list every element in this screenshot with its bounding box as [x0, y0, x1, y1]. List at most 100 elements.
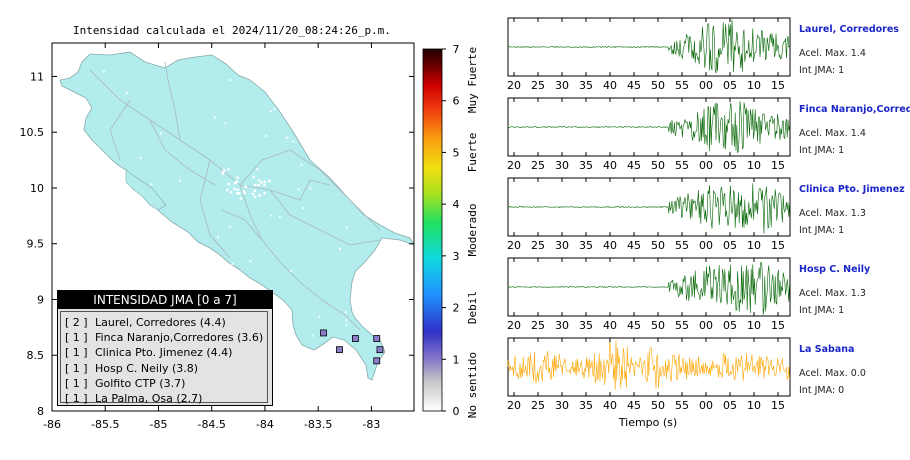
town-marker — [309, 187, 312, 190]
seismogram-tick-label: 35 — [579, 159, 593, 172]
map-x-tick-label: -86 — [43, 418, 61, 431]
colorbar-tick-label: 0 — [453, 405, 460, 418]
station-title: Clinica Pto. Jimenez — [799, 184, 905, 195]
town-marker — [223, 168, 226, 172]
seismogram-tick-label: 55 — [675, 319, 689, 332]
seismogram-tick-label: 00 — [699, 159, 713, 172]
seismogram-tick-label: 50 — [651, 79, 665, 92]
legend-item-count: [ 1 ] — [65, 392, 88, 406]
station-int-jma: Int JMA: 1 — [799, 145, 845, 156]
town-marker — [231, 262, 234, 265]
seismogram-tick-label: 55 — [675, 239, 689, 252]
town-marker — [344, 135, 347, 138]
legend-item-count: [ 2 ] — [65, 316, 88, 329]
town-marker — [227, 182, 230, 186]
colorbar-category-label: Moderado — [466, 204, 479, 257]
map-y-tick-label: 8.5 — [27, 349, 45, 362]
seismogram-tick-label: 40 — [603, 159, 617, 172]
town-marker — [263, 191, 266, 195]
town-marker — [318, 315, 321, 318]
town-marker — [347, 80, 350, 83]
seismogram-trace — [507, 101, 790, 154]
map-y-tick-label: 10.5 — [20, 126, 45, 139]
town-marker — [222, 170, 225, 174]
town-marker — [244, 185, 247, 188]
town-marker — [253, 183, 257, 187]
seismogram-tick-label: 35 — [579, 399, 593, 412]
seismogram-tick-label: 25 — [531, 319, 545, 332]
town-marker — [290, 269, 293, 272]
town-marker — [278, 216, 281, 219]
station-marker — [352, 335, 359, 342]
town-marker — [308, 147, 311, 150]
seismogram-tick-label: 15 — [771, 239, 785, 252]
town-marker — [346, 226, 349, 229]
seismogram-tick-label: 55 — [675, 79, 689, 92]
seismogram-tick-label: 00 — [699, 319, 713, 332]
station-marker — [376, 346, 384, 354]
legend-list: [ 2 ] Laurel, Corredores (4.4) [ 1 ] Finca … — [61, 315, 267, 406]
seismogram-tick-label: 40 — [603, 79, 617, 92]
town-marker — [179, 179, 182, 182]
seismogram-tick-label: 00 — [699, 399, 713, 412]
map-y-tick-label: 8 — [37, 405, 44, 418]
station-int-jma: Int JMA: 1 — [799, 305, 845, 316]
station-accel-max: Acel. Max. 1.4 — [799, 48, 866, 59]
town-marker — [269, 110, 272, 113]
seismogram-tick-label: 05 — [723, 319, 737, 332]
town-marker — [263, 180, 266, 184]
seismogram-tick-label: 30 — [555, 159, 569, 172]
road-line — [199, 159, 231, 259]
colorbar-tick-label: 2 — [453, 302, 460, 315]
map-title: Intensidad calculada el 2024/11/20_08:24… — [73, 24, 391, 37]
station-title: Laurel, Corredores — [799, 24, 899, 35]
seismogram-tick-label: 25 — [531, 239, 545, 252]
town-marker — [355, 125, 358, 128]
seismogram-tick-label: 20 — [507, 319, 521, 332]
town-marker — [126, 91, 129, 94]
road-network — [89, 61, 381, 331]
town-marker — [311, 334, 314, 337]
legend-item-label: Clinica Pto. Jimenez (4.4) — [95, 346, 233, 360]
seismogram-tick-label: 30 — [555, 79, 569, 92]
town-marker — [226, 188, 229, 192]
town-marker — [345, 319, 348, 322]
legend-item-label: Hosp C. Neily (3.8) — [95, 361, 199, 375]
legend-item-count: [ 1 ] — [65, 331, 88, 345]
legend-item: [ 1 ] Clinica Pto. Jimenez (4.4) — [65, 345, 267, 360]
town-marker — [300, 163, 303, 166]
town-marker — [338, 247, 341, 250]
station-marker — [373, 357, 381, 365]
seismogram-tick-label: 15 — [771, 79, 785, 92]
town-marker — [345, 324, 348, 327]
town-marker — [253, 195, 257, 199]
colorbar-category-label: Debil — [466, 291, 479, 324]
seismogram-tick-label: 30 — [555, 239, 569, 252]
map-y-tick-label: 9.5 — [27, 238, 45, 251]
map-y-tick-label: 9 — [37, 293, 44, 306]
colorbar-category-label: Fuerte — [466, 133, 479, 173]
town-marker — [115, 206, 118, 209]
costa-rica-land — [59, 51, 414, 381]
seismogram-tick-label: 05 — [723, 239, 737, 252]
seismogram-tick-label: 30 — [555, 399, 569, 412]
town-marker — [139, 157, 142, 160]
town-marker — [236, 192, 239, 195]
town-marker — [292, 140, 295, 143]
map-x-tick-label: -83 — [362, 418, 380, 431]
station-marker — [320, 329, 327, 337]
seismogram-tick-label: 25 — [531, 399, 545, 412]
seismogram-tick-label: 25 — [531, 79, 545, 92]
seismogram-tick-label: 45 — [627, 239, 641, 252]
legend-item: [ 1 ] La Palma, Osa (2.7) — [65, 391, 267, 406]
station-accel-max: Acel. Max. 0.0 — [799, 368, 866, 379]
town-marker — [344, 181, 347, 184]
station-marker — [336, 346, 343, 354]
town-marker — [227, 168, 230, 171]
seismogram-panels: 20 25 30 35 40 45 50 55 00 05 10 15 20 25 30 35 40 45 50 55… — [507, 17, 791, 412]
seismogram-tick-label: 55 — [675, 159, 689, 172]
seismogram-tick-label: 55 — [675, 399, 689, 412]
seismogram-tick-label: 35 — [579, 239, 593, 252]
town-marker — [361, 181, 364, 184]
town-marker — [239, 197, 242, 200]
